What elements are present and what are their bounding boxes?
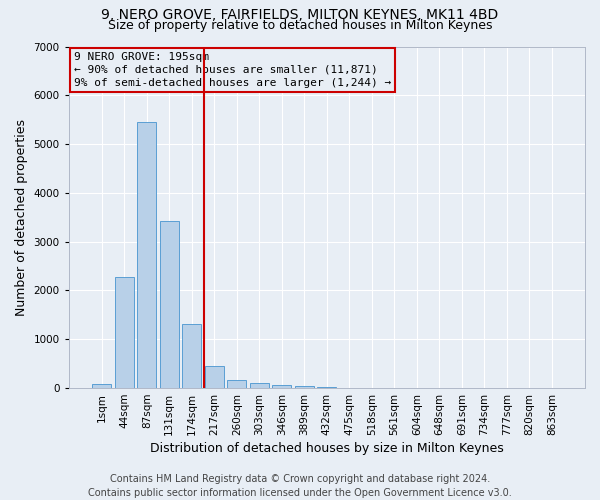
Bar <box>160 220 179 388</box>
Bar <box>205 366 224 388</box>
Y-axis label: Number of detached properties: Number of detached properties <box>15 119 28 316</box>
Bar <box>115 278 134 388</box>
Bar <box>272 386 292 388</box>
Bar <box>182 324 202 388</box>
Bar <box>227 380 247 388</box>
Text: 9 NERO GROVE: 195sqm
← 90% of detached houses are smaller (11,871)
9% of semi-de: 9 NERO GROVE: 195sqm ← 90% of detached h… <box>74 52 391 88</box>
Bar <box>92 384 112 388</box>
Bar <box>295 386 314 388</box>
X-axis label: Distribution of detached houses by size in Milton Keynes: Distribution of detached houses by size … <box>150 442 504 455</box>
Bar <box>137 122 157 388</box>
Text: Contains HM Land Registry data © Crown copyright and database right 2024.
Contai: Contains HM Land Registry data © Crown c… <box>88 474 512 498</box>
Bar <box>317 386 337 388</box>
Bar <box>250 383 269 388</box>
Text: 9, NERO GROVE, FAIRFIELDS, MILTON KEYNES, MK11 4BD: 9, NERO GROVE, FAIRFIELDS, MILTON KEYNES… <box>101 8 499 22</box>
Text: Size of property relative to detached houses in Milton Keynes: Size of property relative to detached ho… <box>108 19 492 32</box>
